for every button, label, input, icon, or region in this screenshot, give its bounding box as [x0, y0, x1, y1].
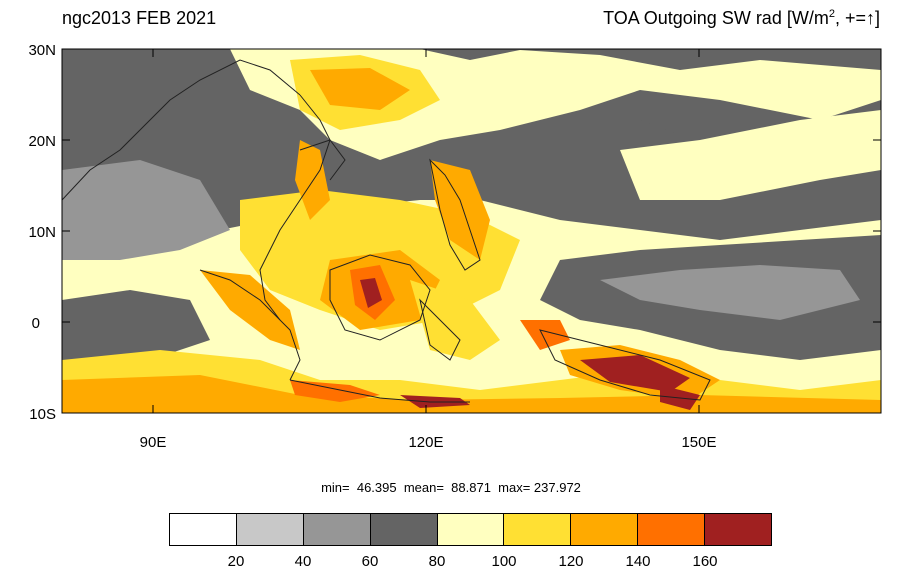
lon-label-90e: 90E — [140, 434, 167, 451]
map-title-right: TOA Outgoing SW rad [W/m2, +=↑] — [603, 8, 880, 28]
colorbar-box — [571, 514, 639, 545]
field-statistics: min= 46.395 mean= 88.871 max= 237.972 — [321, 480, 581, 495]
colorbar-label: 40 — [294, 553, 312, 570]
colorbar-labels: 20 40 60 80 100 120 140 160 — [0, 553, 902, 573]
colorbar-box — [303, 514, 371, 545]
map-ticks — [62, 48, 881, 414]
lat-label-30n: 30N — [28, 42, 56, 59]
lon-label-150e: 150E — [681, 434, 716, 451]
lat-label-10s: 10S — [29, 406, 56, 423]
map-title-left: ngc2013 FEB 2021 — [62, 8, 217, 28]
colorbar-box — [236, 514, 304, 545]
colorbar-box — [437, 514, 505, 545]
colorbar-label: 20 — [227, 553, 245, 570]
sw-radiation-field — [62, 49, 881, 413]
colorbar-box — [504, 514, 572, 545]
colorbar-label: 160 — [692, 553, 718, 570]
lat-label-0: 0 — [32, 315, 40, 332]
colorbar-box — [370, 514, 438, 545]
colorbar-label: 60 — [361, 553, 379, 570]
colorbar-label: 140 — [625, 553, 651, 570]
map-figure: 30N 20N 10N 0 10S 90E 120E 150E — [28, 42, 882, 451]
colorbar — [169, 513, 772, 546]
colorbar-label: 80 — [428, 553, 446, 570]
lon-label-120e: 120E — [408, 434, 443, 451]
colorbar-box — [638, 514, 706, 545]
colorbar-label: 120 — [558, 553, 584, 570]
lat-label-20n: 20N — [28, 133, 56, 150]
colorbar-label: 100 — [491, 553, 517, 570]
colorbar-box — [705, 514, 772, 545]
lat-label-10n: 10N — [28, 224, 56, 241]
colorbar-box — [170, 514, 237, 545]
